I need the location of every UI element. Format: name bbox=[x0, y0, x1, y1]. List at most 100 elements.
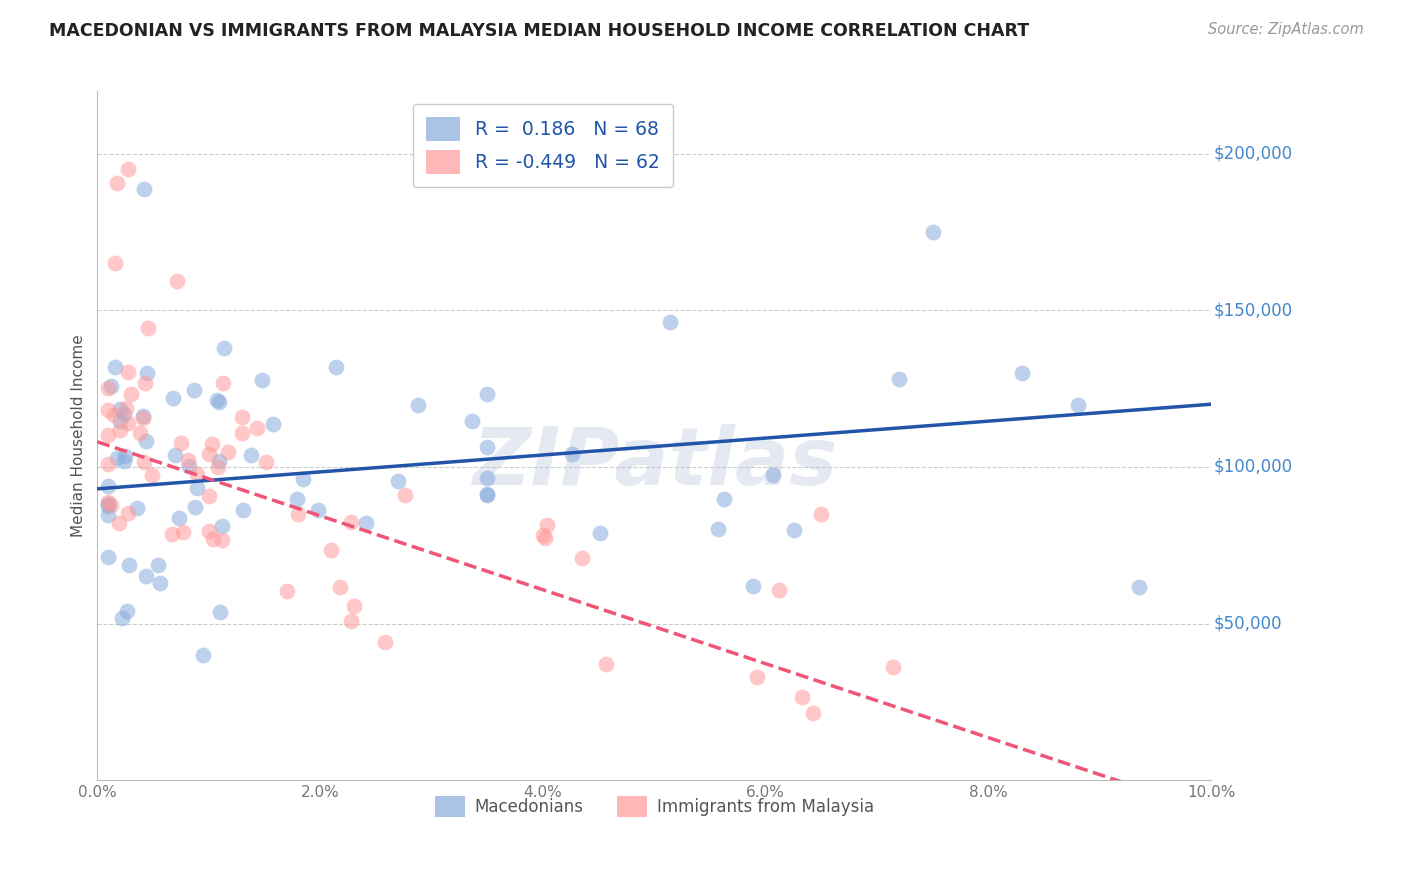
Point bbox=[231, 426, 253, 441]
Point bbox=[325, 360, 347, 375]
Point bbox=[291, 472, 314, 486]
Point bbox=[198, 489, 221, 503]
Point bbox=[254, 455, 277, 469]
Point bbox=[240, 448, 263, 462]
Text: Source: ZipAtlas.com: Source: ZipAtlas.com bbox=[1208, 22, 1364, 37]
Point bbox=[208, 454, 231, 468]
Point bbox=[329, 580, 352, 594]
Point bbox=[162, 391, 184, 405]
Point bbox=[107, 516, 129, 530]
Point bbox=[115, 604, 138, 618]
Point bbox=[477, 488, 499, 502]
Point bbox=[211, 519, 233, 533]
Point bbox=[231, 410, 253, 425]
Point bbox=[138, 321, 160, 335]
Point bbox=[595, 657, 617, 671]
Point bbox=[209, 605, 232, 619]
Point bbox=[120, 386, 142, 401]
Point bbox=[176, 453, 198, 467]
Point bbox=[1128, 580, 1150, 594]
Y-axis label: Median Household Income: Median Household Income bbox=[72, 334, 86, 537]
Point bbox=[135, 569, 157, 583]
Point bbox=[167, 510, 190, 524]
Point bbox=[212, 376, 235, 391]
Point bbox=[108, 401, 131, 416]
Point bbox=[97, 403, 120, 417]
Point bbox=[287, 507, 309, 521]
Point bbox=[108, 414, 131, 428]
Point bbox=[97, 499, 120, 513]
Point bbox=[111, 611, 134, 625]
Point bbox=[232, 503, 254, 517]
Point bbox=[461, 414, 484, 428]
Point bbox=[343, 599, 366, 613]
Point bbox=[477, 487, 499, 501]
Point bbox=[198, 447, 221, 461]
Point bbox=[406, 398, 429, 412]
Point bbox=[117, 365, 139, 379]
Point bbox=[117, 162, 139, 177]
Point bbox=[183, 383, 205, 397]
Point bbox=[477, 471, 499, 485]
Point bbox=[198, 524, 221, 538]
Point bbox=[768, 582, 790, 597]
Point bbox=[172, 524, 194, 539]
Point bbox=[186, 467, 208, 481]
Point bbox=[810, 507, 832, 521]
Point bbox=[201, 437, 224, 451]
Point bbox=[477, 441, 499, 455]
Point bbox=[97, 457, 120, 471]
Point bbox=[387, 474, 409, 488]
Point bbox=[115, 401, 138, 416]
Point bbox=[208, 394, 231, 409]
Point bbox=[319, 543, 342, 558]
Point bbox=[191, 648, 214, 662]
Point bbox=[783, 523, 806, 537]
Point bbox=[531, 528, 554, 542]
Point bbox=[149, 576, 172, 591]
Point bbox=[212, 341, 235, 355]
Point bbox=[186, 481, 208, 495]
Point bbox=[141, 468, 163, 483]
Point bbox=[307, 502, 329, 516]
Point bbox=[162, 527, 184, 541]
Point bbox=[276, 583, 298, 598]
Point bbox=[374, 635, 396, 649]
Point bbox=[246, 421, 269, 435]
Point bbox=[882, 659, 904, 673]
Point bbox=[184, 500, 207, 514]
Point bbox=[207, 393, 229, 408]
Point bbox=[1067, 398, 1090, 412]
Point bbox=[104, 360, 127, 375]
Point bbox=[103, 408, 125, 422]
Point bbox=[129, 425, 152, 440]
Point bbox=[534, 531, 557, 545]
Point bbox=[104, 256, 127, 270]
Point bbox=[135, 434, 157, 449]
Text: MACEDONIAN VS IMMIGRANTS FROM MALAYSIA MEDIAN HOUSEHOLD INCOME CORRELATION CHART: MACEDONIAN VS IMMIGRANTS FROM MALAYSIA M… bbox=[49, 22, 1029, 40]
Point bbox=[134, 376, 156, 390]
Point bbox=[117, 417, 139, 431]
Point bbox=[114, 454, 136, 468]
Text: $200,000: $200,000 bbox=[1213, 145, 1292, 162]
Point bbox=[921, 225, 943, 239]
Point bbox=[801, 706, 824, 720]
Point bbox=[762, 468, 785, 483]
Point bbox=[127, 501, 149, 516]
Point bbox=[97, 550, 120, 565]
Point bbox=[561, 447, 583, 461]
Point bbox=[339, 614, 361, 628]
Point bbox=[112, 407, 135, 421]
Point bbox=[105, 176, 128, 190]
Point bbox=[132, 455, 155, 469]
Point bbox=[394, 488, 416, 502]
Point bbox=[97, 497, 120, 511]
Point bbox=[536, 518, 558, 533]
Point bbox=[110, 423, 132, 437]
Point bbox=[339, 515, 361, 529]
Point bbox=[97, 428, 120, 442]
Point bbox=[177, 459, 200, 474]
Point bbox=[136, 366, 159, 380]
Point bbox=[132, 411, 155, 425]
Point bbox=[201, 533, 224, 547]
